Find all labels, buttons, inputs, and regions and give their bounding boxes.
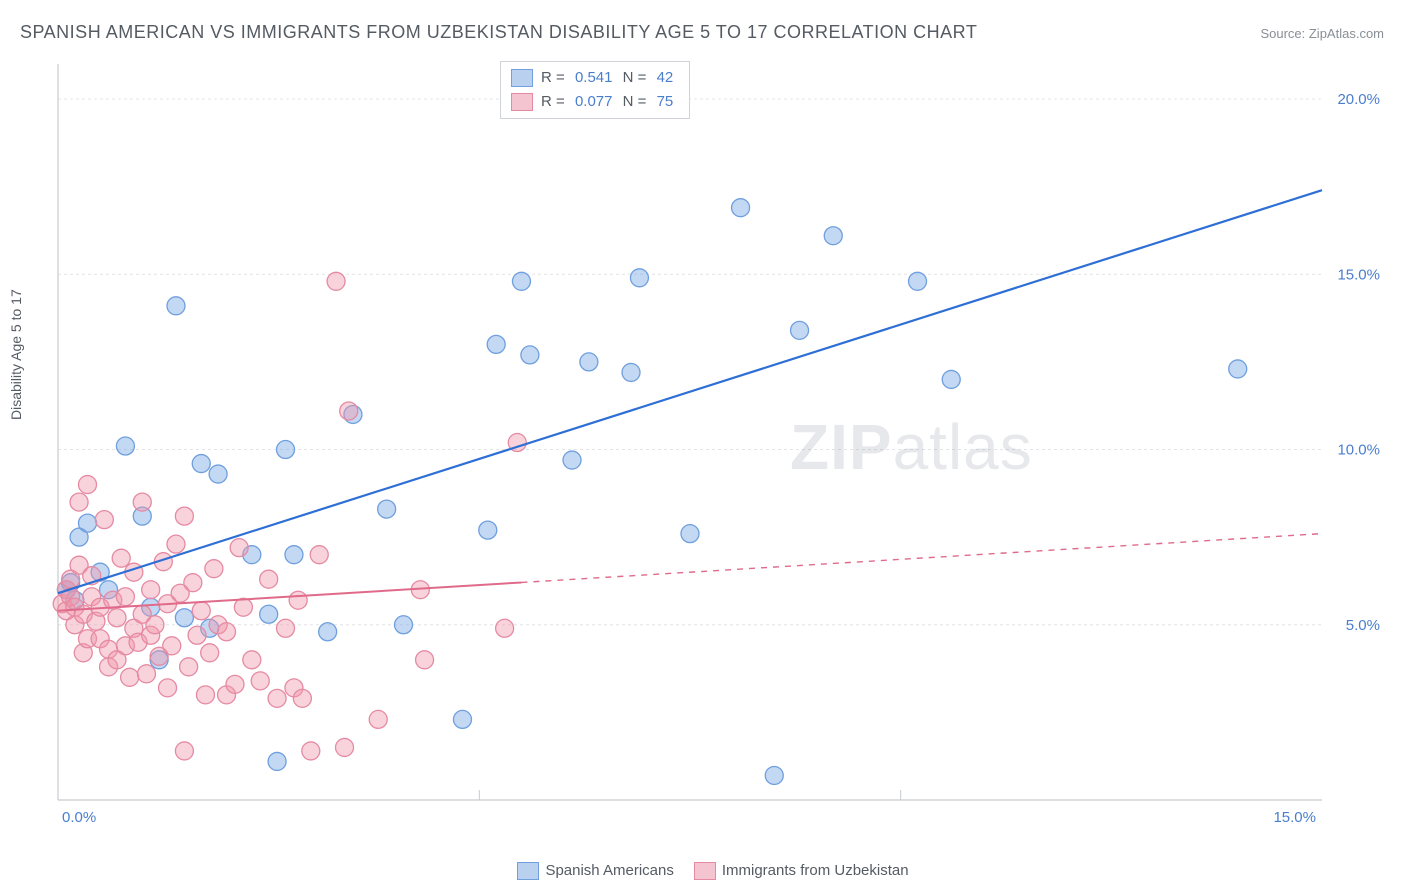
svg-text:20.0%: 20.0%	[1337, 91, 1380, 108]
svg-text:5.0%: 5.0%	[1346, 617, 1380, 634]
source-label: Source: ZipAtlas.com	[1260, 26, 1384, 41]
correlation-legend: R = 0.541 N = 42R = 0.077 N = 75	[500, 61, 690, 119]
svg-text:15.0%: 15.0%	[1273, 809, 1316, 826]
legend-label: Immigrants from Uzbekistan	[722, 862, 909, 879]
svg-text:0.0%: 0.0%	[62, 809, 96, 826]
legend-row: R = 0.541 N = 42	[511, 66, 679, 90]
legend-swatch	[511, 69, 533, 87]
svg-text:10.0%: 10.0%	[1337, 442, 1380, 459]
y-axis-label: Disability Age 5 to 17	[8, 289, 24, 420]
legend-swatch	[517, 862, 539, 880]
legend-row: R = 0.077 N = 75	[511, 90, 679, 114]
plot-area: 5.0% 10.0% 15.0% 20.0% 0.0% 15.0%	[50, 60, 1390, 830]
legend-swatch	[694, 862, 716, 880]
legend-label: Spanish Americans	[545, 862, 673, 879]
svg-text:15.0%: 15.0%	[1337, 266, 1380, 283]
scatter-chart: 5.0% 10.0% 15.0% 20.0% 0.0% 15.0%	[50, 60, 1390, 830]
series-legend: Spanish Americans Immigrants from Uzbekis…	[0, 862, 1406, 880]
legend-swatch	[511, 93, 533, 111]
chart-title: SPANISH AMERICAN VS IMMIGRANTS FROM UZBE…	[20, 22, 977, 43]
